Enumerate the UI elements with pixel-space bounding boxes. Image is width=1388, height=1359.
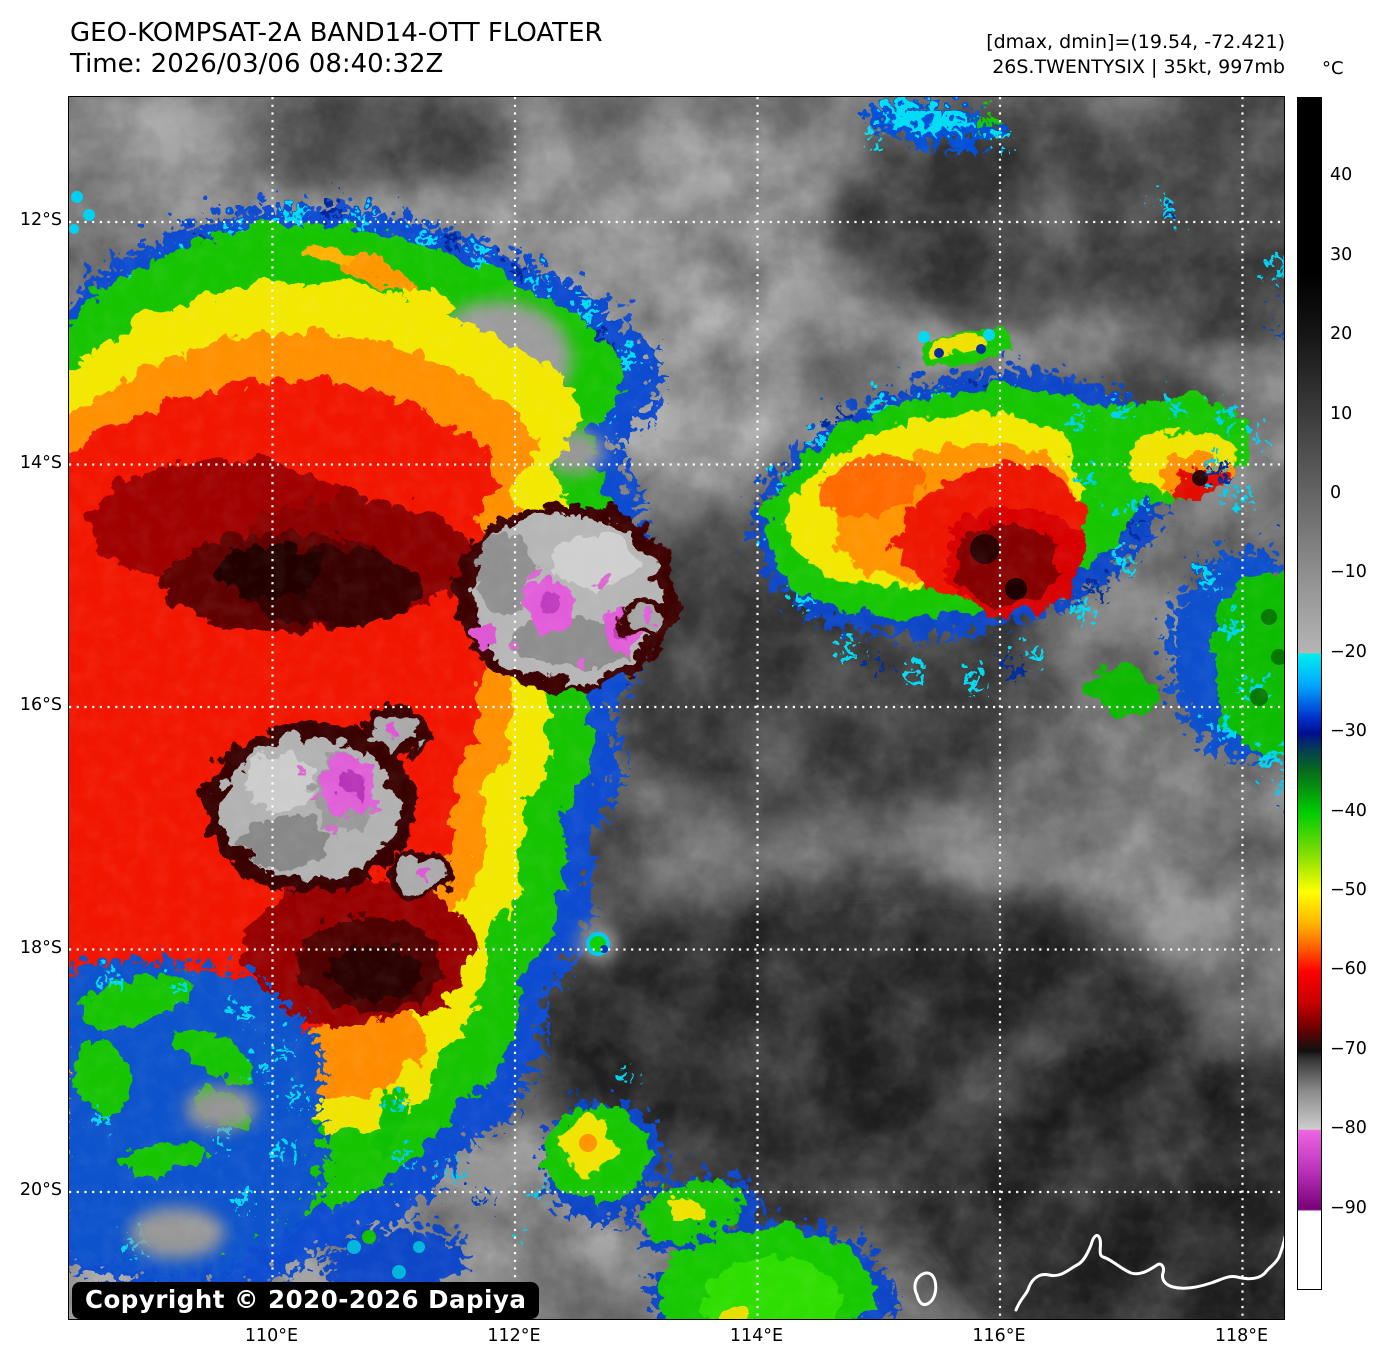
satellite-image	[69, 97, 1284, 1319]
longitude-tick-label: 112°E	[487, 1326, 541, 1346]
satellite-map: Copyright © 2020-2026 Dapiya	[68, 96, 1285, 1320]
colorbar-tick-label: 20	[1330, 324, 1353, 345]
timestamp: Time: 2026/03/06 08:40:32Z	[70, 49, 444, 79]
longitude-tick-label: 114°E	[729, 1326, 784, 1346]
gridlines	[69, 97, 1284, 1319]
colorbar	[1297, 97, 1322, 1290]
colorbar-tick-label: −80	[1330, 1118, 1367, 1139]
longitude-tick-label: 116°E	[972, 1326, 1026, 1346]
annotation-block: [dmax, dmin]=(19.54, -72.421) 26S.TWENTY…	[986, 30, 1285, 80]
colorbar-tick-label: −90	[1330, 1197, 1367, 1218]
colorbar-tick-label: −20	[1330, 641, 1367, 662]
colorbar-unit-label: °C	[1322, 58, 1344, 79]
longitude-tick-label: 118°E	[1214, 1326, 1269, 1346]
title-block: GEO-KOMPSAT-2A BAND14-OTT FLOATER Time: …	[70, 18, 603, 80]
latitude-tick-label: 16°S	[19, 695, 62, 715]
colorbar-tick-label: −10	[1330, 562, 1367, 583]
colorbar-tick-label: 30	[1330, 244, 1353, 265]
latitude-tick-label: 12°S	[19, 210, 62, 230]
colorbar-tick-label: 0	[1330, 483, 1342, 503]
colorbar-tick-label: 40	[1330, 165, 1353, 186]
latitude-tick-label: 20°S	[19, 1180, 62, 1200]
colorbar-tick-label: −30	[1330, 721, 1367, 742]
mainland-coast	[1014, 1233, 1284, 1312]
colorbar-tick-label: −70	[1330, 1038, 1367, 1059]
range-annotation: [dmax, dmin]=(19.54, -72.421)	[986, 31, 1285, 53]
storm-annotation: 26S.TWENTYSIX | 35kt, 997mb	[992, 56, 1285, 78]
colorbar-tick-label: −60	[1330, 959, 1367, 980]
latitude-tick-label: 18°S	[19, 937, 62, 958]
colorbar-tick-label: −40	[1330, 800, 1367, 821]
page-title: GEO-KOMPSAT-2A BAND14-OTT FLOATER	[70, 18, 603, 48]
colorbar-tick-label: −50	[1330, 880, 1367, 900]
copyright-badge: Copyright © 2020-2026 Dapiya	[72, 1282, 540, 1319]
longitude-tick-label: 110°E	[244, 1326, 299, 1346]
coastline	[913, 1233, 1284, 1312]
island-outline	[913, 1271, 938, 1307]
colorbar-tick-label: 10	[1330, 403, 1353, 424]
latitude-tick-label: 14°S	[19, 452, 62, 473]
